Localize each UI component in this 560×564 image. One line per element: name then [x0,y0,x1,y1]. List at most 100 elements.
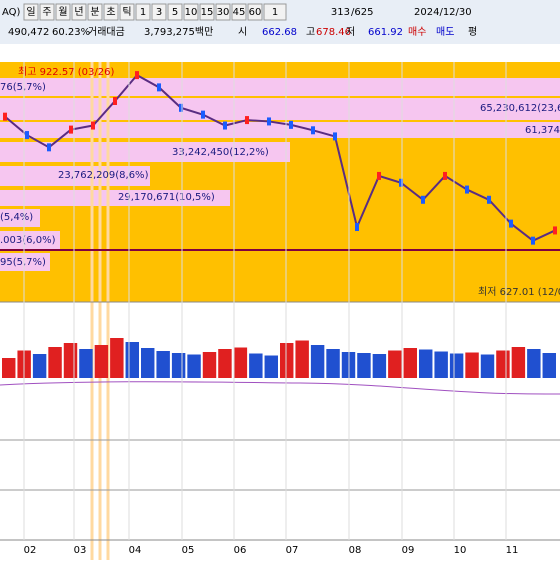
quote-field[interactable]: 매도 [436,26,454,38]
profile-label: 76(5,7%) [0,82,46,93]
button[interactable] [71,3,87,21]
quote-field[interactable]: 평 [468,26,477,38]
month-label: 05 [182,545,195,556]
candle [47,143,51,152]
candle [113,97,117,106]
quote-field: 저 [346,26,355,38]
button-label[interactable]: 일 [26,6,35,18]
volume-bar [94,345,109,378]
volume-bar [357,353,371,378]
volume-bar [63,343,78,378]
candle [311,126,315,135]
candle [553,226,557,235]
button[interactable] [119,3,135,21]
volume-bar [156,351,170,378]
button-label[interactable]: 초 [106,6,115,18]
candle [421,195,425,204]
volume-bar [388,350,402,378]
profile-label: 29,170,671(10,5%) [118,192,215,203]
volume-bar [48,347,62,378]
button[interactable] [103,3,119,21]
position: 313 [331,7,350,18]
volume-bar [249,353,263,378]
volume-bar [496,350,510,378]
volume-bar [280,343,294,378]
button[interactable] [247,3,263,21]
volume-bar [110,338,124,378]
volume-bar [32,354,47,378]
quote-field: 거래대금 [88,26,125,38]
volume-bar [125,342,139,378]
profile-label: (5,4%) [0,212,33,223]
button-label[interactable]: 60 [249,7,262,18]
volume-bar [141,348,155,378]
candle [399,178,403,187]
button-label[interactable]: 1 [140,7,146,18]
candle [25,131,29,140]
candle [201,110,205,119]
candle [289,120,293,129]
button-label[interactable]: 45 [233,7,246,18]
button-label[interactable]: 15 [201,7,214,18]
button[interactable] [39,3,55,21]
profile-label: 95(5,7%) [0,257,46,268]
volume-bar [542,353,556,378]
button-label[interactable]: 10 [185,7,198,18]
button[interactable] [183,3,199,21]
button[interactable] [199,3,215,21]
volume-bar [310,345,325,378]
button-label[interactable]: 30 [217,7,230,18]
button[interactable] [215,3,231,21]
button[interactable] [167,3,183,21]
candle [69,125,73,134]
volume-bar [187,354,201,378]
quote-field[interactable]: 매수 [408,26,426,38]
month-label: 07 [286,545,299,556]
button[interactable] [263,3,287,21]
button[interactable] [23,3,39,21]
quote-field: 60.23% [52,27,90,38]
volume-bar [218,349,232,378]
button-label[interactable]: 5 [172,7,178,18]
candle [91,121,95,130]
button-label[interactable]: 월 [58,6,67,18]
button-label[interactable]: 1 [272,7,278,18]
button[interactable] [231,3,247,21]
volume-bar [264,355,278,378]
volume-bar [403,348,417,378]
button[interactable] [87,3,103,21]
month-label: 09 [402,545,415,556]
month-label: 03 [74,545,87,556]
profile-label: .003(6,0%) [0,235,56,246]
volume-bar [79,349,93,378]
button-label[interactable]: 분 [90,6,99,18]
profile-bands [0,78,560,271]
quote-field: 662.68 [262,27,297,38]
button-label[interactable]: 틱 [122,6,131,18]
price-line [4,73,556,242]
volume-bar [527,349,541,378]
candle [487,195,491,204]
button-label[interactable]: 3 [156,7,162,18]
button[interactable] [135,3,151,21]
candle [157,83,161,92]
month-label: 02 [24,545,37,556]
volume-bar [326,349,340,378]
button[interactable] [151,3,167,21]
candle [531,236,535,245]
highlight-lines [90,62,110,560]
volume-bar [449,353,464,378]
volume-bar [2,358,16,378]
candle [443,171,447,180]
volume-bar [419,349,433,378]
indicator-line [0,381,560,395]
candle [223,121,227,130]
total: /625 [351,7,373,18]
low-label: 최저 627.01 (12/09 [478,286,560,298]
button[interactable] [55,3,71,21]
button-label[interactable]: 년 [74,6,83,18]
quote-field: 678.46 [316,27,351,38]
button-label[interactable]: 주 [42,7,51,18]
profile-label: 23,762,209(8,6%) [58,170,149,181]
